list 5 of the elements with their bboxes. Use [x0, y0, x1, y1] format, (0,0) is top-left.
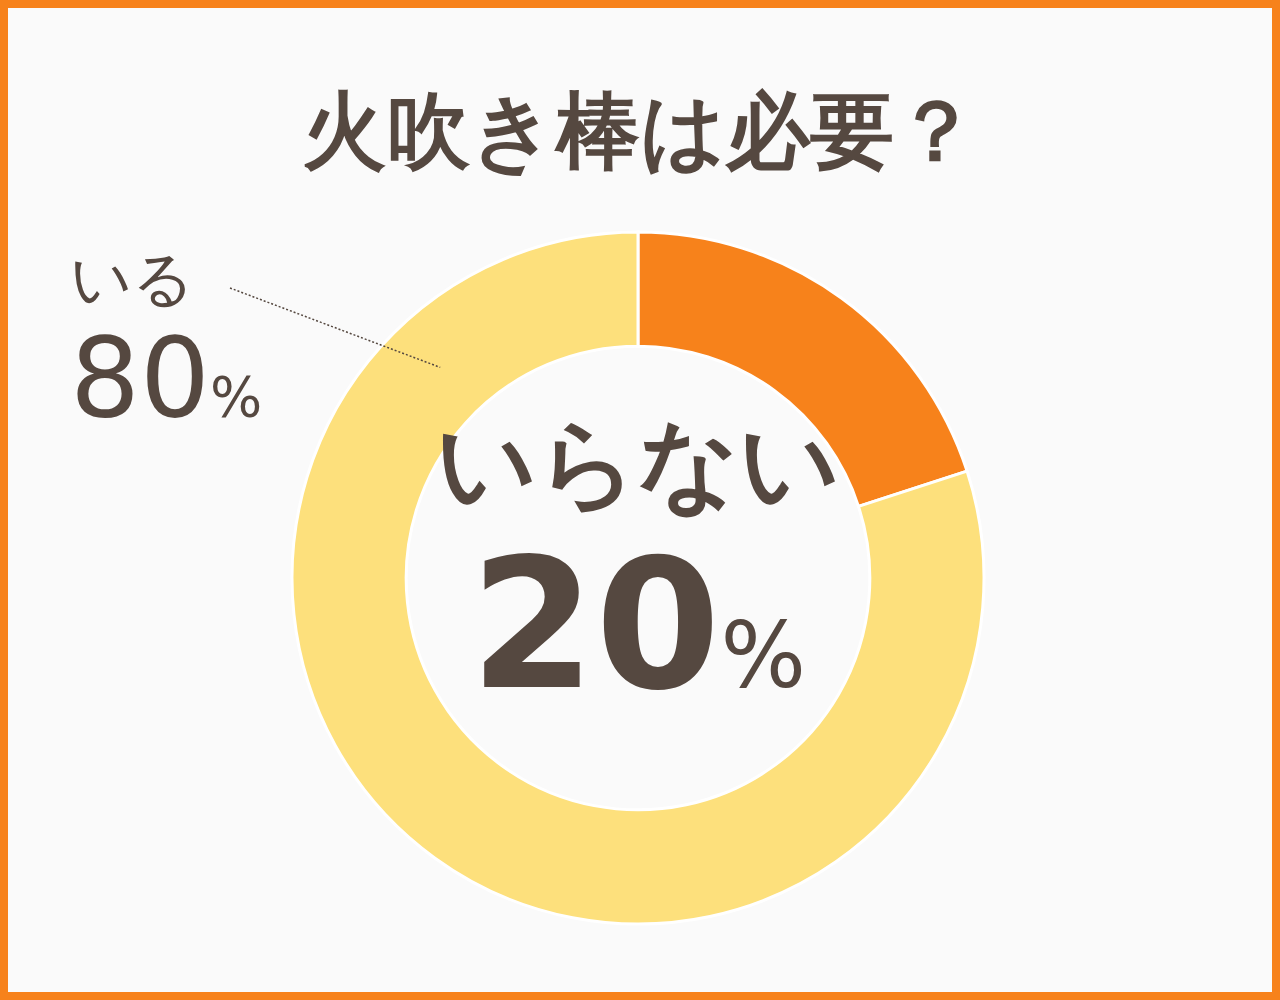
data-label: 80% — [70, 313, 263, 442]
slice-label: いる — [70, 244, 194, 314]
data-label: 20% — [469, 520, 807, 729]
slice-label: いらない — [436, 406, 840, 521]
chart-title: 火吹き棒は必要？ — [302, 82, 978, 180]
